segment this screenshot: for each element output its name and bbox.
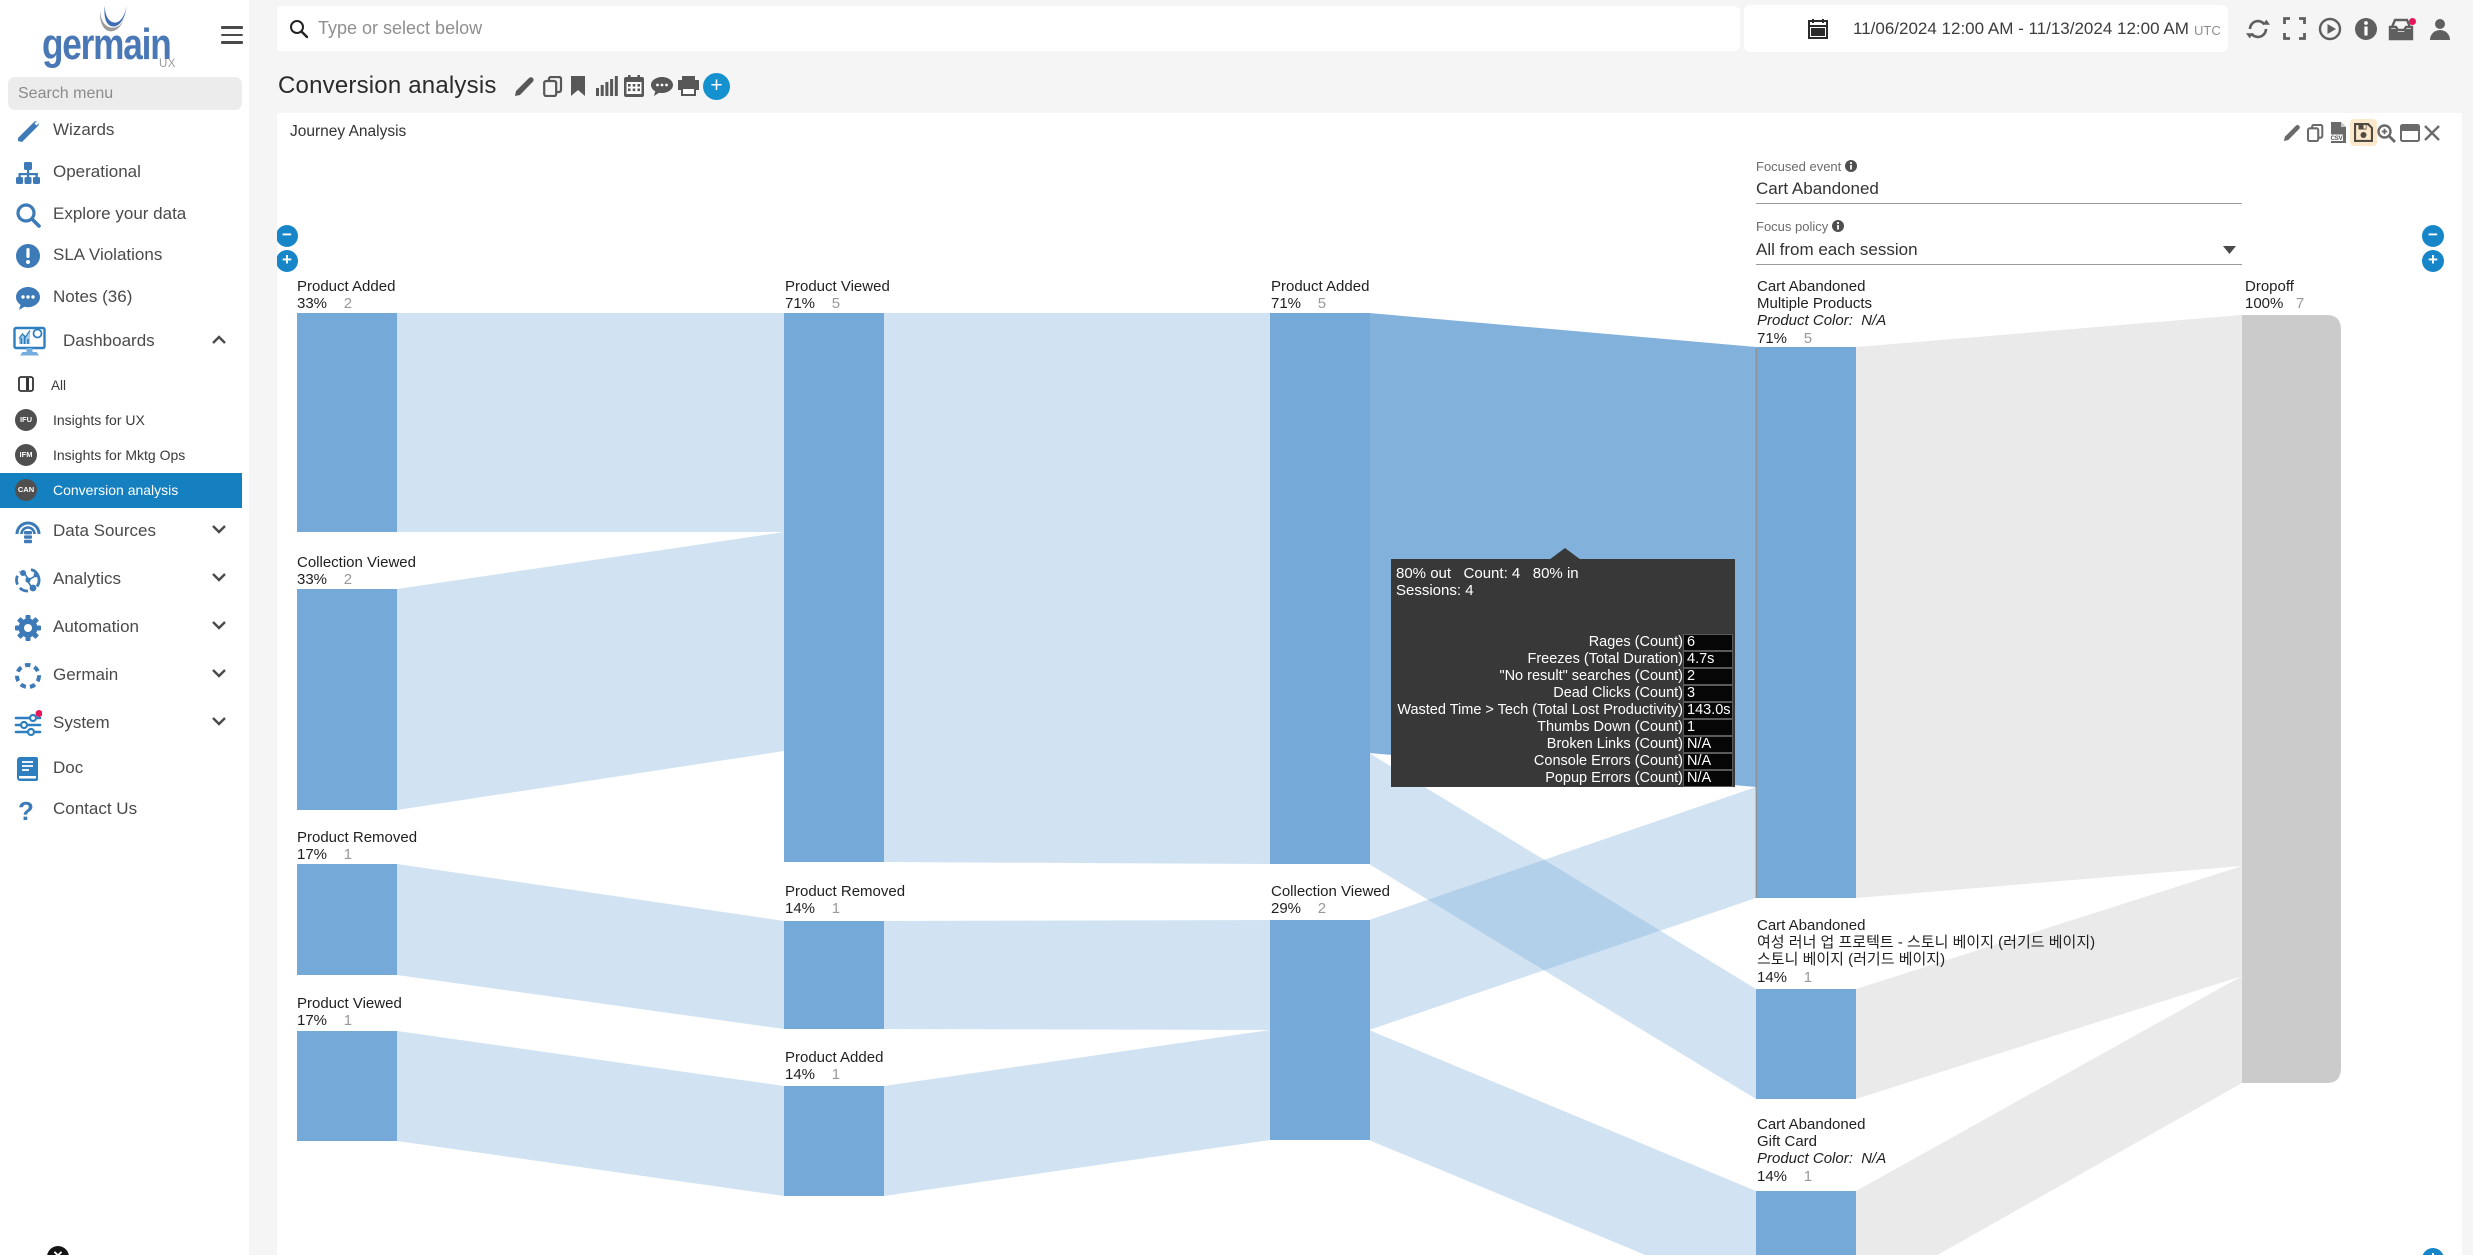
svg-text:CSV: CSV — [2331, 135, 2344, 142]
